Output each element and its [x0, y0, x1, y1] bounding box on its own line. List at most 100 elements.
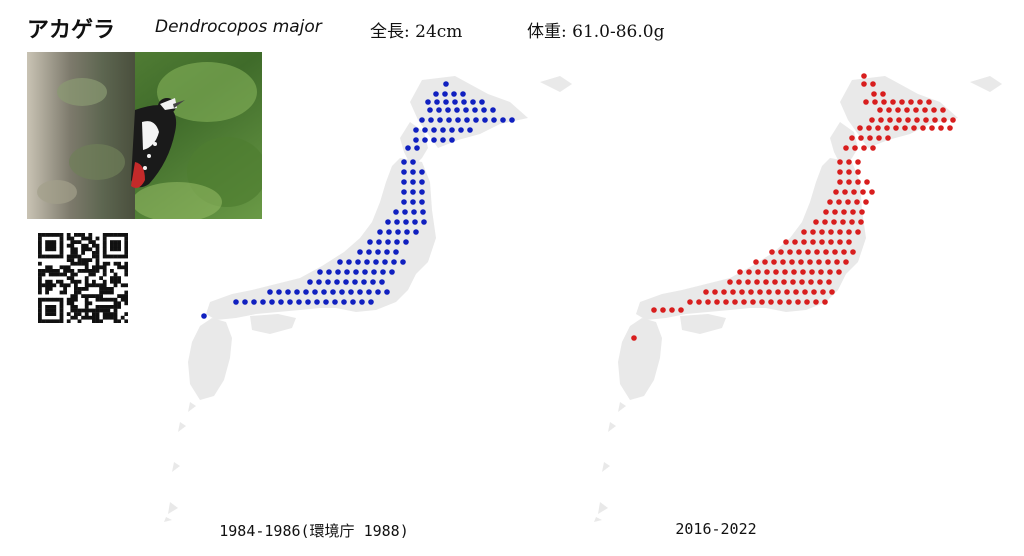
occurrence-dot [899, 99, 905, 105]
occurrence-dot [251, 299, 257, 305]
land-shape [172, 462, 180, 472]
land-shape [598, 502, 608, 514]
occurrence-dot [890, 99, 896, 105]
occurrence-dot [436, 107, 442, 113]
land-shape [830, 122, 858, 168]
occurrence-dot [778, 249, 784, 255]
occurrence-dot [768, 299, 774, 305]
occurrence-dot [798, 259, 804, 265]
occurrence-dot [766, 289, 772, 295]
occurrence-dot [678, 307, 684, 313]
occurrence-dot [294, 289, 300, 295]
occurrence-dot [791, 269, 797, 275]
occurrence-dot [440, 127, 446, 133]
occurrence-dot [832, 249, 838, 255]
occurrence-dot [454, 107, 460, 113]
occurrence-dot [422, 127, 428, 133]
occurrence-dot [316, 279, 322, 285]
occurrence-dot [836, 199, 842, 205]
occurrence-dot [938, 125, 944, 131]
occurrence-dot [762, 259, 768, 265]
occurrence-dot [481, 107, 487, 113]
occurrence-dot [754, 279, 760, 285]
occurrence-dot [895, 107, 901, 113]
occurrence-dot [377, 229, 383, 235]
occurrence-dot [764, 269, 770, 275]
occurrence-dot [352, 279, 358, 285]
occurrence-dot [687, 299, 693, 305]
occurrence-dot [896, 117, 902, 123]
species-name-scientific: Dendrocopos major [155, 17, 322, 37]
occurrence-dot [278, 299, 284, 305]
occurrence-dot [904, 107, 910, 113]
occurrence-dot [811, 289, 817, 295]
occurrence-dot [410, 179, 416, 185]
occurrence-dot [940, 107, 946, 113]
occurrence-dot [412, 219, 418, 225]
occurrence-dot [917, 99, 923, 105]
occurrence-dot [861, 81, 867, 87]
occurrence-dot [472, 107, 478, 113]
occurrence-dot [727, 279, 733, 285]
occurrence-dot [852, 145, 858, 151]
occurrence-dot [393, 209, 399, 215]
occurrence-dot [809, 269, 815, 275]
occurrence-dot [449, 137, 455, 143]
occurrence-dot [860, 189, 866, 195]
occurrence-dot [260, 299, 266, 305]
occurrence-dot [330, 289, 336, 295]
occurrence-dot [464, 117, 470, 123]
occurrence-dot [831, 219, 837, 225]
distribution-map-2016-2022 [594, 73, 1002, 522]
occurrence-dot [846, 229, 852, 235]
occurrence-dot [855, 179, 861, 185]
occurrence-dot [782, 269, 788, 275]
occurrence-dot [419, 169, 425, 175]
land-shape [618, 318, 662, 400]
occurrence-dot [384, 289, 390, 295]
occurrence-dot [771, 259, 777, 265]
occurrence-dot [800, 269, 806, 275]
occurrence-dot [404, 229, 410, 235]
occurrence-dot [861, 145, 867, 151]
occurrence-dot [880, 91, 886, 97]
occurrence-dot [808, 279, 814, 285]
occurrence-dot [941, 117, 947, 123]
occurrence-dot [422, 137, 428, 143]
occurrence-dot [787, 249, 793, 255]
occurrence-dot [341, 299, 347, 305]
land-shape [602, 462, 610, 472]
occurrence-dot [854, 199, 860, 205]
occurrence-dot [314, 299, 320, 305]
occurrence-dot [825, 259, 831, 265]
occurrence-dot [810, 229, 816, 235]
occurrence-dot [413, 229, 419, 235]
occurrence-dot [368, 299, 374, 305]
land-shape [206, 158, 436, 320]
occurrence-dot [911, 125, 917, 131]
map-caption-1984-1986: 1984-1986(環境庁 1988) [219, 522, 409, 540]
occurrence-dot [884, 125, 890, 131]
map-caption-2016-2022: 2016-2022 [675, 520, 757, 538]
occurrence-dot [877, 107, 883, 113]
occurrence-dot [712, 289, 718, 295]
occurrence-dot [828, 229, 834, 235]
occurrence-dot [850, 249, 856, 255]
occurrence-dot [431, 127, 437, 133]
occurrence-dot [837, 229, 843, 235]
occurrence-dot [869, 117, 875, 123]
occurrence-dot [840, 219, 846, 225]
occurrence-dot [669, 307, 675, 313]
occurrence-dot [855, 169, 861, 175]
occurrence-dot [414, 145, 420, 151]
occurrence-dot [364, 259, 370, 265]
occurrence-dot [401, 179, 407, 185]
occurrence-dot [923, 117, 929, 123]
occurrence-dot [823, 209, 829, 215]
qr-code-icon[interactable] [38, 233, 128, 323]
occurrence-dot [793, 289, 799, 295]
occurrence-dot [861, 73, 867, 79]
occurrence-dot [864, 179, 870, 185]
occurrence-dot [816, 259, 822, 265]
occurrence-dot [857, 125, 863, 131]
